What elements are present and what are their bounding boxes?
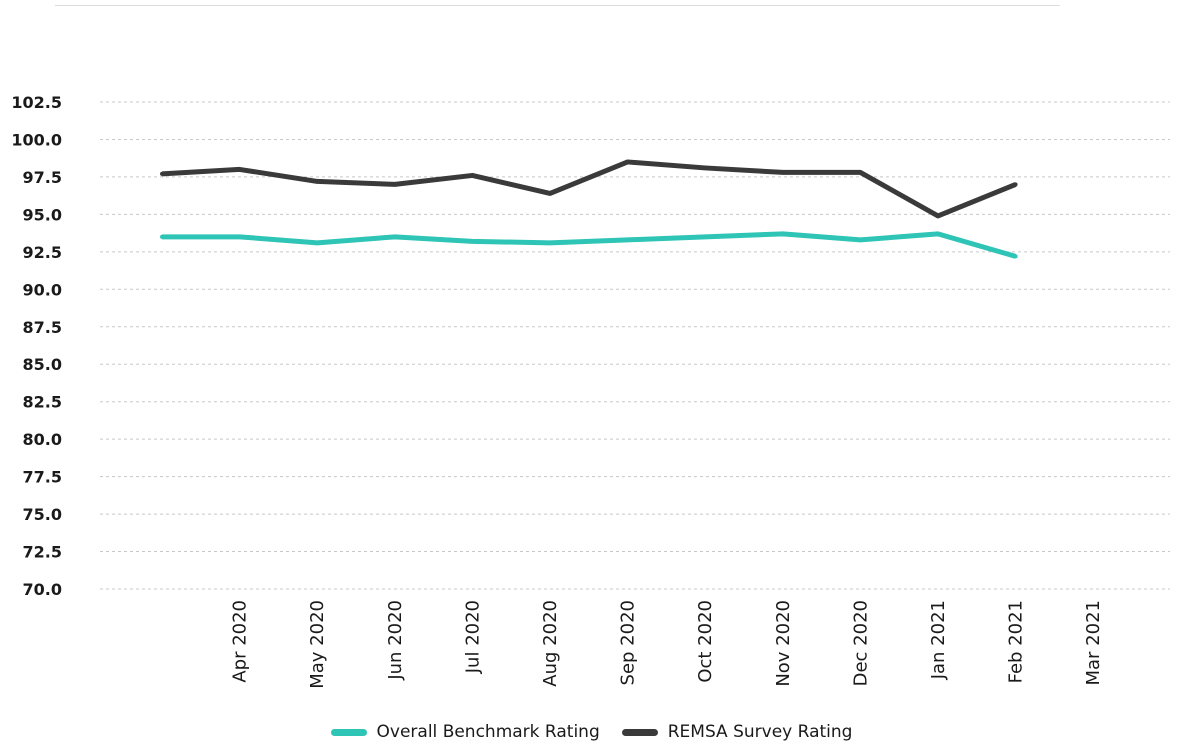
y-tick-label: 72.5 <box>23 543 62 562</box>
series-line-overall-benchmark-rating <box>162 231 1017 259</box>
data-point <box>936 231 940 236</box>
y-axis-ticks: 102.5 100.0 97.5 95.0 92.5 90.0 87.5 85.0 82.5 80… <box>11 93 62 599</box>
y-tick-label: 102.5 <box>11 93 62 112</box>
y-tick-label: 90.0 <box>23 280 62 299</box>
y-tick-label: 95.0 <box>23 205 62 224</box>
series-line-remsa-survey-rating <box>161 159 1017 219</box>
data-point <box>703 234 708 239</box>
y-tick-label: 92.5 <box>23 243 62 262</box>
data-point <box>1013 254 1018 259</box>
x-tick-label: Sep 2020 <box>618 600 639 685</box>
y-tick-label: 87.5 <box>23 318 62 337</box>
series-lines <box>160 159 1018 259</box>
x-tick-label: May 2020 <box>307 600 328 689</box>
data-point <box>392 234 397 239</box>
gridlines <box>100 101 1170 590</box>
data-point <box>780 231 785 236</box>
x-tick-label: Dec 2020 <box>850 600 871 686</box>
data-point <box>470 239 475 244</box>
x-tick-label: Jun 2020 <box>385 600 406 681</box>
data-point <box>470 173 475 178</box>
y-tick-label: 82.5 <box>23 393 62 412</box>
y-tick-label: 70.0 <box>23 580 62 599</box>
y-tick-label: 97.5 <box>23 168 62 187</box>
x-tick-label: Feb 2021 <box>1006 600 1027 683</box>
x-tick-label: Apr 2020 <box>230 600 251 683</box>
data-point <box>1013 182 1018 187</box>
legend-swatch-overall-benchmark <box>330 728 367 736</box>
y-tick-label: 80.0 <box>23 430 62 449</box>
data-point <box>548 191 552 196</box>
data-point <box>237 234 242 239</box>
data-point <box>392 182 397 187</box>
line-chart: 102.5 100.0 97.5 95.0 92.5 90.0 87.5 85.0 82.5 80… <box>11 93 1170 689</box>
data-point <box>548 240 552 245</box>
data-point <box>160 171 164 176</box>
legend-item-overall-benchmark: Overall Benchmark Rating <box>330 722 600 742</box>
data-point <box>858 237 863 242</box>
data-point <box>237 167 242 172</box>
data-point <box>625 237 630 242</box>
data-point <box>936 213 940 218</box>
x-tick-label: Oct 2020 <box>695 600 716 683</box>
x-tick-label: Nov 2020 <box>773 600 794 687</box>
y-tick-label: 75.0 <box>23 505 62 524</box>
data-point <box>315 179 320 184</box>
y-tick-label: 85.0 <box>23 355 62 374</box>
top-divider <box>55 5 1060 6</box>
x-tick-label: Jul 2020 <box>462 600 483 674</box>
legend: Overall Benchmark Rating REMSA Survey Ra… <box>0 722 1183 742</box>
x-tick-label: Mar 2021 <box>1083 600 1104 686</box>
data-point <box>703 165 708 170</box>
legend-swatch-remsa-survey <box>621 728 658 736</box>
data-point <box>780 170 785 175</box>
x-tick-label: Jan 2021 <box>928 600 949 680</box>
x-axis-ticks: Apr 2020 May 2020 Jun 2020 Jul 2020 Aug 2020… <box>230 600 1105 689</box>
legend-item-remsa-survey: REMSA Survey Rating <box>621 722 853 742</box>
data-point <box>315 240 320 245</box>
data-point <box>160 234 164 239</box>
data-point <box>858 170 863 175</box>
data-point <box>625 159 630 164</box>
legend-label-overall-benchmark: Overall Benchmark Rating <box>376 722 600 742</box>
y-tick-label: 100.0 <box>11 130 62 149</box>
legend-label-remsa-survey: REMSA Survey Rating <box>667 722 853 742</box>
x-tick-label: Aug 2020 <box>540 600 561 687</box>
y-tick-label: 77.5 <box>23 468 62 487</box>
